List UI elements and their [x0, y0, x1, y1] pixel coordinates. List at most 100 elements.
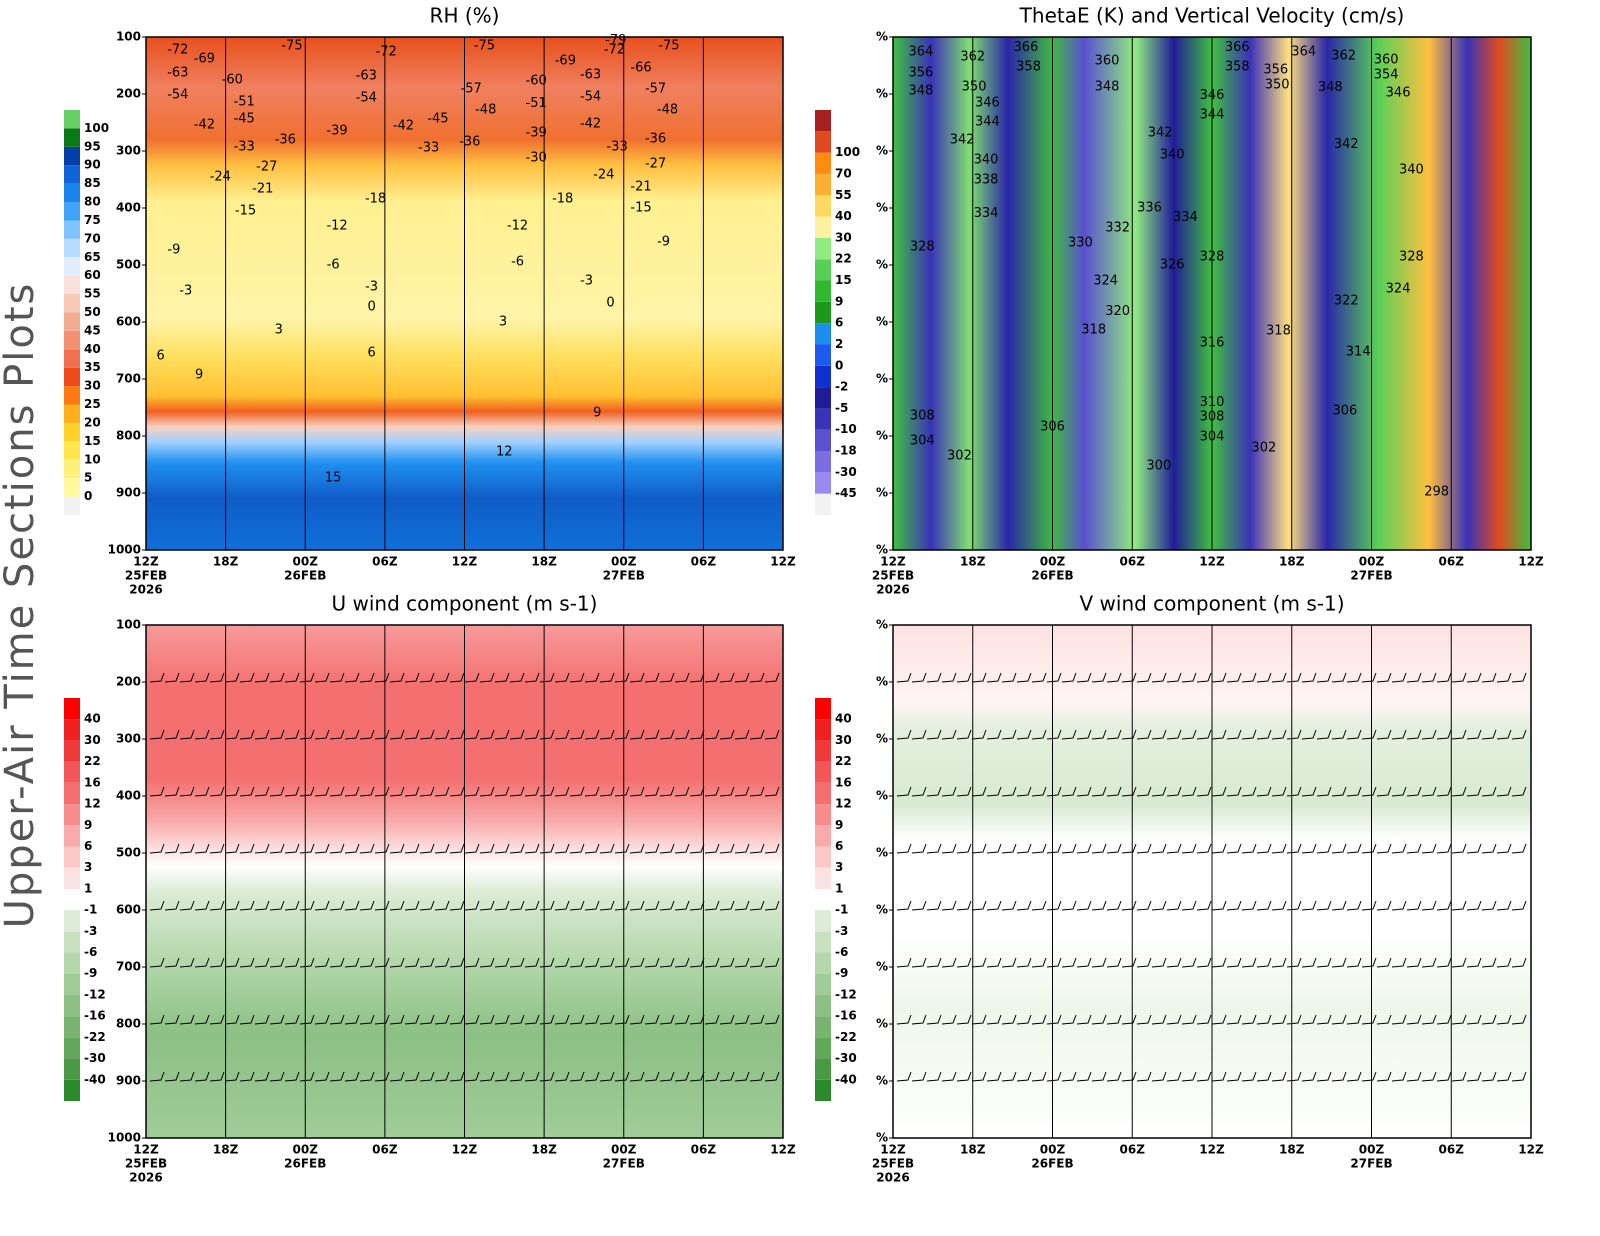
- y-tick-label: %: [876, 144, 888, 158]
- y-tick-label: %: [876, 960, 888, 974]
- contour-label: 336: [1137, 201, 1162, 216]
- colorbar-box: [64, 1058, 80, 1080]
- contour-label: 3: [275, 322, 283, 337]
- wind-barbs: [896, 957, 1527, 968]
- colorbar-label: -12: [84, 987, 106, 1001]
- x-year-label: 2026: [129, 583, 162, 597]
- plot-frame: [892, 624, 1532, 1139]
- contour-label: -45: [234, 112, 255, 127]
- colorbar-label: 15: [835, 273, 852, 287]
- colorbar-box: [815, 825, 831, 847]
- colorbar-box: [815, 910, 831, 932]
- colorbar-label: 9: [84, 818, 92, 832]
- contour-label: 346: [1200, 88, 1225, 103]
- contour-label: 310: [1200, 395, 1225, 410]
- contour-label: 308: [1200, 410, 1225, 425]
- colorbar-label: 9: [835, 294, 843, 308]
- contour-label: 356: [908, 65, 933, 80]
- colorbar-box: [64, 1037, 80, 1059]
- colorbar-label: 20: [84, 415, 101, 429]
- x-date-label: 27FEB: [1350, 1157, 1392, 1171]
- colorbar-box: [64, 257, 80, 276]
- colorbar-label: 22: [84, 754, 101, 768]
- plot-frame: [145, 624, 784, 1139]
- x-tick-label: 06Z: [1439, 1143, 1465, 1157]
- y-tick-label: %: [876, 903, 888, 917]
- contour-label: -72: [376, 44, 397, 59]
- colorbar-box: [64, 973, 80, 995]
- contour-label: 300: [1146, 459, 1171, 474]
- colorbar-box: [64, 867, 80, 889]
- colorbar-box: [64, 804, 80, 826]
- x-tick-label: 12Z: [452, 555, 478, 569]
- x-year-label: 2026: [129, 1171, 162, 1185]
- colorbar-label: 16: [835, 775, 852, 789]
- x-tick-label: 00Z: [293, 555, 319, 569]
- contour-label: 15: [325, 471, 342, 486]
- colorbar-box: [64, 478, 80, 497]
- contour-label: 366: [1014, 40, 1039, 55]
- contour-label: -15: [630, 201, 651, 216]
- colorbar-box: [64, 183, 80, 203]
- x-date-label: 27FEB: [603, 569, 645, 583]
- colorbar-label: 100: [84, 121, 109, 135]
- colorbar-box: [64, 202, 80, 221]
- contour-label: 324: [1386, 281, 1411, 296]
- colorbar-box: [64, 846, 80, 868]
- colorbar-label: 1: [84, 881, 92, 895]
- contour-label: -3: [365, 280, 378, 295]
- colorbar-box: [64, 740, 80, 762]
- contour-label: 364: [1291, 44, 1316, 59]
- colorbar-box: [64, 165, 80, 184]
- contour-label: 328: [1399, 250, 1424, 265]
- x-tick-label: 06Z: [691, 555, 717, 569]
- x-tick-label: 18Z: [213, 1143, 239, 1157]
- colorbar-box: [64, 220, 80, 239]
- panel-title: V wind component (m s-1): [1080, 592, 1345, 616]
- colorbar-box: [64, 422, 80, 442]
- colorbar-box: [815, 152, 831, 174]
- colorbar-box: [64, 459, 80, 479]
- contour-label: -60: [526, 73, 547, 88]
- x-tick-label: 18Z: [531, 1143, 557, 1157]
- contour-label: -42: [580, 117, 601, 132]
- y-tick-label: %: [876, 258, 888, 272]
- colorbar-box: [815, 237, 831, 260]
- contour-label: -6: [511, 255, 524, 270]
- contour-label: 12: [496, 444, 513, 459]
- y-tick-label: 700: [116, 960, 141, 974]
- colorbar-box: [815, 1079, 831, 1101]
- colorbar-box: [815, 719, 831, 741]
- contour-label: 338: [974, 173, 999, 188]
- wind-barbs: [896, 786, 1527, 797]
- contour-label: 346: [975, 96, 1000, 111]
- contour-label: -63: [580, 68, 601, 83]
- contour-label: 6: [367, 345, 375, 360]
- contour-label: 328: [910, 239, 935, 254]
- y-tick-label: %: [876, 846, 888, 860]
- contour-label: -36: [275, 133, 296, 148]
- contour-label: 358: [1016, 60, 1041, 75]
- contour-label: 344: [975, 114, 1000, 129]
- y-tick-label: 100: [116, 618, 141, 632]
- plot-frame: [892, 36, 1532, 551]
- colorbar-box: [815, 429, 831, 452]
- colorbar-label: -2: [835, 380, 848, 394]
- colorbar-box: [815, 344, 831, 366]
- y-tick-label: 800: [116, 1017, 141, 1031]
- colorbar-label: 55: [835, 188, 852, 202]
- x-tick-label: 18Z: [960, 1143, 986, 1157]
- x-tick-label: 18Z: [960, 555, 986, 569]
- colorbar-label: 22: [835, 252, 852, 266]
- colorbar-box: [815, 888, 831, 911]
- contour-label: -72: [167, 43, 188, 58]
- x-tick-label: 00Z: [293, 1143, 319, 1157]
- colorbar-label: 70: [835, 166, 852, 180]
- colorbar-box: [815, 408, 831, 430]
- colorbar-label: 12: [835, 797, 852, 811]
- contour-label: 326: [1160, 258, 1185, 273]
- y-tick-label: %: [876, 732, 888, 746]
- contour-label: -69: [194, 52, 215, 67]
- y-tick-label: %: [876, 315, 888, 329]
- y-tick-label: 1000: [108, 543, 141, 557]
